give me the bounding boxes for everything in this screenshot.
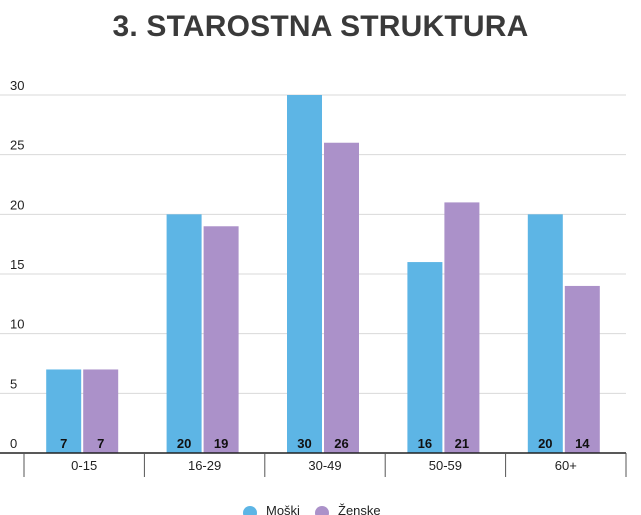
data-label: 20 [177, 436, 191, 451]
bar [407, 262, 443, 453]
y-tick-label: 25 [10, 138, 24, 153]
y-tick-label: 30 [10, 78, 24, 93]
y-tick-label: 5 [10, 376, 17, 391]
x-axis-categories: 0-15 16-29 30-49 50-59 60+ [71, 458, 577, 473]
bar [527, 214, 563, 453]
legend-swatch [243, 506, 257, 515]
x-category-label: 0-15 [71, 458, 97, 473]
legend-swatch [315, 506, 329, 515]
y-tick-label: 0 [10, 436, 17, 451]
bar [83, 369, 119, 453]
data-label: 26 [334, 436, 348, 451]
x-category-label: 60+ [555, 458, 577, 473]
bar [324, 142, 359, 453]
x-axis [0, 452, 627, 477]
y-tick-label: 15 [10, 257, 24, 272]
x-category-label: 50-59 [429, 458, 462, 473]
bars [46, 95, 600, 453]
data-label: 19 [214, 436, 228, 451]
data-label: 14 [575, 436, 590, 451]
chart-title: 3. STAROSTNA STRUKTURA [112, 10, 529, 43]
y-axis-ticks: 0 5 10 15 20 25 30 [10, 78, 24, 451]
bar [166, 214, 202, 453]
bar [203, 226, 239, 453]
y-tick-label: 10 [10, 317, 24, 332]
data-labels: 7 7 20 19 30 26 16 21 20 14 [60, 436, 590, 451]
data-label: 7 [60, 436, 67, 451]
legend: Moški Ženske [243, 503, 381, 515]
bar [287, 95, 322, 453]
data-label: 20 [538, 436, 552, 451]
legend-label: Ženske [338, 503, 381, 515]
x-category-label: 30-49 [308, 458, 341, 473]
data-label: 21 [455, 436, 469, 451]
y-tick-label: 20 [10, 197, 24, 212]
x-category-label: 16-29 [188, 458, 221, 473]
data-label: 30 [297, 436, 311, 451]
legend-label: Moški [266, 503, 300, 515]
bar [46, 369, 82, 453]
data-label: 7 [97, 436, 104, 451]
data-label: 16 [418, 436, 432, 451]
bar [564, 285, 600, 453]
bar [444, 202, 480, 453]
